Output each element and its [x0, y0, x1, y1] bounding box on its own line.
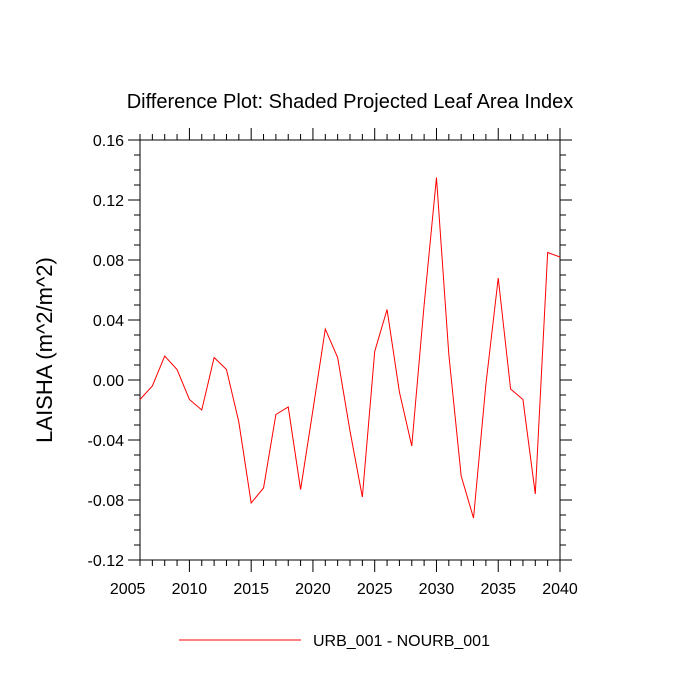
- y-tick-label: 0.08: [93, 253, 124, 270]
- y-axis-label: LAISHA (m^2/m^2): [32, 257, 57, 443]
- x-tick-label: 2035: [480, 581, 516, 598]
- x-tick-label: 2015: [233, 581, 269, 598]
- x-tick-label: 2040: [542, 581, 578, 598]
- legend: URB_001 - NOURB_001: [179, 633, 490, 650]
- x-tick-label: 2030: [419, 581, 455, 598]
- y-tick-label: 0.04: [93, 313, 124, 330]
- y-tick-label: -0.08: [88, 493, 125, 510]
- tick-labels: 2005 2010 2015 2020 2025 2030 2035 2040 0.16 0.12…: [88, 133, 578, 598]
- plot-frame: [139, 139, 561, 561]
- x-tick-label: 2005: [110, 581, 146, 598]
- x-tick-label: 2020: [295, 581, 331, 598]
- legend-label: URB_001 - NOURB_001: [313, 633, 490, 650]
- y-tick-label: 0.16: [93, 133, 124, 150]
- series-line: [139, 177, 561, 519]
- series-layer: [139, 177, 561, 519]
- chart-title: Difference Plot: Shaded Projected Leaf A…: [127, 91, 574, 113]
- y-tick-label: -0.12: [88, 553, 125, 570]
- y-tick-label: -0.04: [88, 433, 125, 450]
- x-tick-label: 2025: [357, 581, 393, 598]
- axis-ticks: [128, 128, 572, 572]
- x-tick-label: 2010: [172, 581, 208, 598]
- y-tick-label: 0.00: [93, 373, 124, 390]
- y-tick-label: 0.12: [93, 193, 124, 210]
